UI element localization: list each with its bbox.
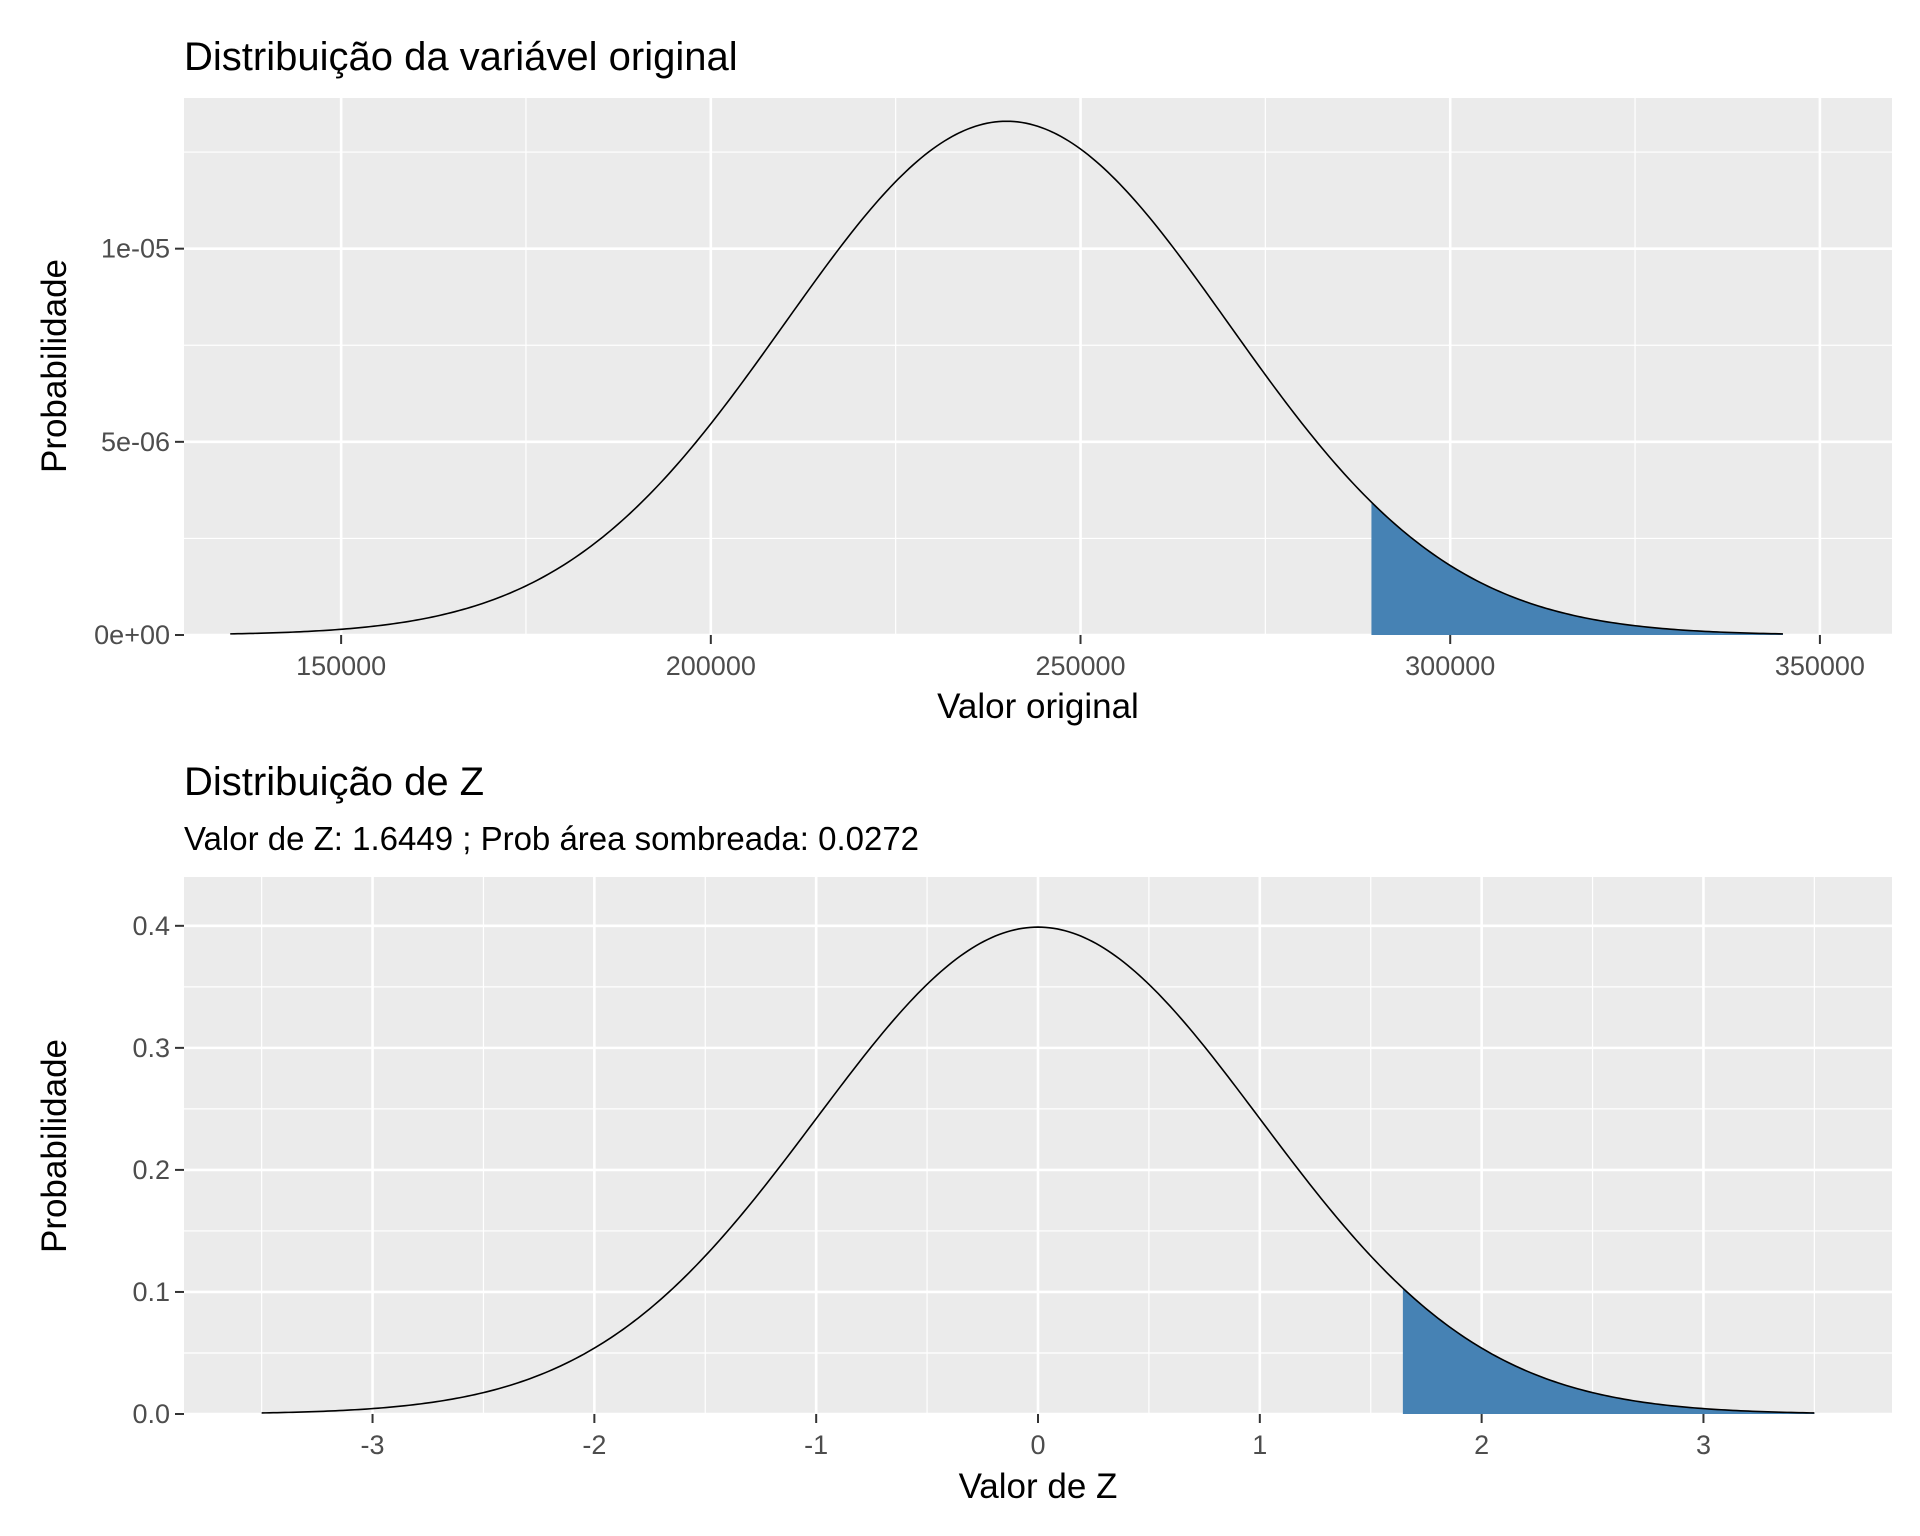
y-ticks: 0.0 0.1 0.2 0.3 0.4 [132, 911, 184, 1429]
y-tick-label: 0.1 [132, 1277, 170, 1307]
x-tick-label: 300000 [1405, 651, 1495, 681]
y-axis-title: Probabilidade [35, 259, 74, 473]
x-tick-label: -3 [361, 1430, 385, 1460]
x-tick-label: -2 [582, 1430, 606, 1460]
y-tick-label: 0e+00 [94, 620, 170, 650]
x-ticks: -3 -2 -1 0 1 2 3 [361, 1414, 1711, 1460]
y-tick-label: 0.0 [132, 1399, 170, 1429]
chart-subtitle: Valor de Z: 1.6449 ; Prob área sombreada… [184, 820, 919, 857]
x-tick-label: 1 [1252, 1430, 1267, 1460]
y-tick-label: 0.3 [132, 1033, 170, 1063]
y-tick-label: 5e-06 [101, 427, 170, 457]
x-axis-title: Valor de Z [959, 1467, 1118, 1506]
x-tick-label: -1 [804, 1430, 828, 1460]
shaded-tail-area [1402, 1288, 1815, 1414]
y-tick-label: 1e-05 [101, 234, 170, 264]
density-curve [261, 926, 1815, 1414]
x-tick-label: 350000 [1775, 651, 1865, 681]
y-tick-label: 0.2 [132, 1155, 170, 1185]
y-ticks: 0e+00 5e-06 1e-05 [94, 234, 184, 650]
x-ticks: 150000 200000 250000 300000 350000 [296, 635, 1865, 681]
y-axis-title: Probabilidade [35, 1039, 74, 1253]
x-axis-title: Valor original [937, 687, 1139, 726]
y-tick-label: 0.4 [132, 911, 170, 941]
x-tick-label: 3 [1696, 1430, 1711, 1460]
chart-z: Distribuição de Z Valor de Z: 1.6449 ; P… [35, 760, 1892, 1506]
plot-panel [184, 98, 1892, 635]
chart-title: Distribuição da variável original [184, 35, 738, 79]
density-curve [230, 120, 1783, 635]
chart-original: Distribuição da variável original 0e+00 5… [35, 35, 1892, 726]
chart-title: Distribuição de Z [184, 760, 484, 804]
x-tick-label: 200000 [666, 651, 756, 681]
shaded-tail-area [1371, 502, 1783, 635]
x-tick-label: 0 [1030, 1430, 1045, 1460]
x-tick-label: 150000 [296, 651, 386, 681]
x-tick-label: 2 [1474, 1430, 1489, 1460]
grid-minor [184, 98, 1892, 635]
x-tick-label: 250000 [1035, 651, 1125, 681]
